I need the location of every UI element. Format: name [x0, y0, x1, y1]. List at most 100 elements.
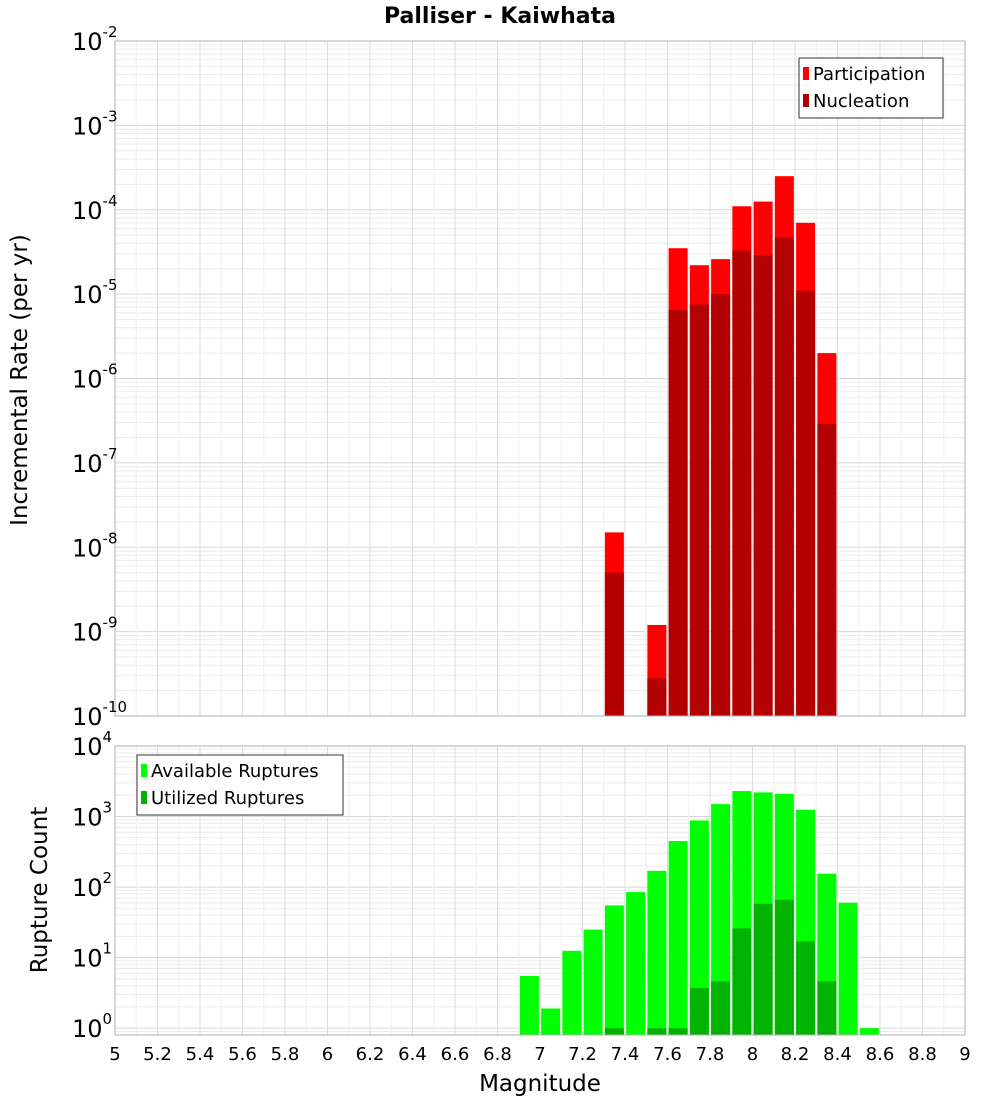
bar-secondary: [753, 903, 773, 1035]
bar-secondary: [647, 1028, 667, 1035]
y-tick-label: 10-7: [72, 445, 118, 478]
bar-secondary: [732, 250, 752, 717]
x-tick-label: 6.8: [483, 1044, 512, 1065]
bar-secondary: [689, 988, 709, 1035]
x-tick-label: 6.4: [398, 1044, 427, 1065]
x-tick-label: 6.6: [441, 1044, 470, 1065]
y-tick-base: 10: [72, 703, 103, 731]
y-tick-label: 10-2: [72, 23, 118, 56]
legend-label: Participation: [813, 64, 925, 85]
y-tick-label: 10-9: [72, 614, 118, 647]
bar-primary: [541, 1008, 561, 1035]
y-tick-base: 10: [72, 945, 103, 973]
x-tick-label: 7.2: [568, 1044, 597, 1065]
top-plot: 10-1010-910-810-710-610-510-410-310-2Par…: [72, 23, 966, 731]
x-tick-label: 6: [322, 1044, 333, 1065]
y-tick-base: 10: [72, 1015, 103, 1043]
bar-primary: [583, 929, 603, 1035]
bar-secondary: [711, 981, 731, 1035]
y-tick-base: 10: [72, 366, 103, 394]
top-y-axis-label: Incremental Rate (per yr): [7, 234, 33, 526]
y-tick-base: 10: [72, 804, 103, 832]
y-tick-label: 10-10: [72, 698, 127, 731]
x-tick-label: 9: [959, 1044, 970, 1065]
y-tick-base: 10: [72, 281, 103, 309]
y-tick-label: 102: [72, 869, 112, 902]
legend-swatch: [803, 94, 809, 107]
plot-frame: [114, 745, 966, 1036]
legend-label: Utilized Ruptures: [151, 788, 304, 809]
legend-label: Nucleation: [813, 91, 909, 112]
bar-secondary: [647, 678, 667, 716]
legend-swatch: [803, 67, 809, 80]
bar-primary: [689, 820, 709, 1035]
x-tick-label: 8.8: [908, 1044, 937, 1065]
y-tick-base: 10: [72, 534, 103, 562]
bar-secondary: [774, 237, 794, 716]
legend-swatch: [141, 791, 147, 804]
y-tick-exponent: -4: [103, 192, 118, 210]
x-tick-label: 7.6: [653, 1044, 682, 1065]
bar-primary: [647, 870, 667, 1035]
bar-secondary: [668, 1028, 688, 1035]
x-tick-label: 6.2: [356, 1044, 385, 1065]
x-tick-label: 8.2: [781, 1044, 810, 1065]
x-tick-label: 5: [109, 1044, 120, 1065]
y-tick-exponent: -3: [103, 107, 118, 125]
y-tick-label: 10-3: [72, 107, 118, 140]
y-tick-label: 100: [72, 1010, 112, 1043]
bar-primary: [626, 892, 646, 1035]
x-tick-label: 8: [747, 1044, 758, 1065]
y-tick-label: 103: [72, 799, 112, 832]
legend-label: Available Ruptures: [151, 761, 319, 782]
y-tick-exponent: -10: [103, 698, 128, 716]
x-tick-label: 8.4: [823, 1044, 852, 1065]
bar-secondary: [817, 981, 837, 1035]
bar-secondary: [604, 572, 624, 716]
plot-frame: [114, 40, 966, 717]
y-tick-base: 10: [72, 874, 103, 902]
y-tick-exponent: -2: [103, 23, 118, 41]
y-tick-exponent: 1: [103, 940, 113, 958]
y-tick-exponent: -9: [103, 614, 118, 632]
y-tick-base: 10: [72, 450, 103, 478]
bar-secondary: [732, 928, 752, 1035]
bar-primary: [604, 905, 624, 1035]
bar-secondary: [711, 294, 731, 716]
x-tick-label: 5.4: [186, 1044, 215, 1065]
bottom-y-axis-label: Rupture Count: [27, 807, 53, 973]
x-tick-label: 8.6: [866, 1044, 895, 1065]
bar-primary: [711, 804, 731, 1035]
y-tick-label: 104: [72, 728, 112, 761]
y-tick-exponent: -6: [103, 361, 118, 379]
bar-secondary: [689, 304, 709, 716]
y-tick-label: 10-6: [72, 361, 118, 394]
y-tick-label: 10-5: [72, 276, 118, 309]
bar-secondary: [753, 255, 773, 716]
bar-secondary: [796, 290, 816, 716]
x-tick-label: 5.8: [271, 1044, 300, 1065]
bar-secondary: [604, 1028, 624, 1035]
bar-secondary: [774, 899, 794, 1035]
y-tick-exponent: 2: [103, 869, 113, 887]
y-tick-exponent: 0: [103, 1010, 113, 1028]
y-tick-exponent: -8: [103, 529, 118, 547]
bar-secondary: [668, 309, 688, 716]
bar-secondary: [817, 423, 837, 716]
bar-primary: [838, 902, 858, 1035]
y-tick-base: 10: [72, 733, 103, 761]
y-tick-label: 101: [72, 940, 112, 973]
bar-primary: [859, 1028, 879, 1035]
y-tick-exponent: 4: [103, 728, 113, 746]
chart-title: Palliser - Kaiwhata: [384, 4, 616, 29]
legend-box: [136, 754, 344, 816]
y-tick-exponent: -5: [103, 276, 118, 294]
x-axis-label: Magnitude: [479, 1071, 601, 1097]
y-tick-label: 10-4: [72, 192, 118, 225]
x-tick-label: 7.8: [696, 1044, 725, 1065]
x-tick-label: 5.2: [143, 1044, 172, 1065]
bar-primary: [519, 975, 539, 1035]
x-tick-label: 7.4: [611, 1044, 640, 1065]
